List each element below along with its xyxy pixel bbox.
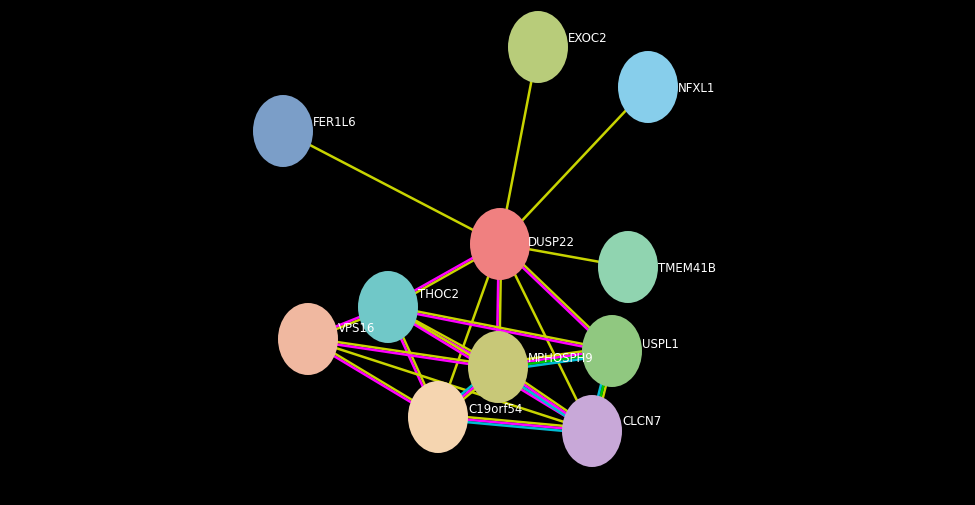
Text: DUSP22: DUSP22: [528, 235, 575, 248]
Ellipse shape: [582, 316, 642, 387]
Ellipse shape: [358, 272, 418, 343]
Text: TMEM41B: TMEM41B: [658, 261, 716, 274]
Ellipse shape: [598, 231, 658, 304]
Text: C19orf54: C19orf54: [468, 402, 523, 416]
Ellipse shape: [253, 96, 313, 168]
Ellipse shape: [508, 12, 568, 84]
Ellipse shape: [470, 209, 530, 280]
Text: MPHOSPH9: MPHOSPH9: [528, 351, 594, 364]
Text: USPL1: USPL1: [642, 338, 679, 351]
Ellipse shape: [618, 52, 678, 124]
Text: FER1L6: FER1L6: [313, 115, 357, 128]
Text: THOC2: THOC2: [418, 288, 459, 301]
Text: CLCN7: CLCN7: [622, 415, 661, 428]
Ellipse shape: [408, 381, 468, 453]
Ellipse shape: [278, 304, 338, 375]
Text: VPS16: VPS16: [338, 321, 375, 334]
Ellipse shape: [468, 331, 528, 403]
Ellipse shape: [562, 395, 622, 467]
Text: EXOC2: EXOC2: [568, 31, 607, 44]
Text: NFXL1: NFXL1: [678, 81, 716, 94]
